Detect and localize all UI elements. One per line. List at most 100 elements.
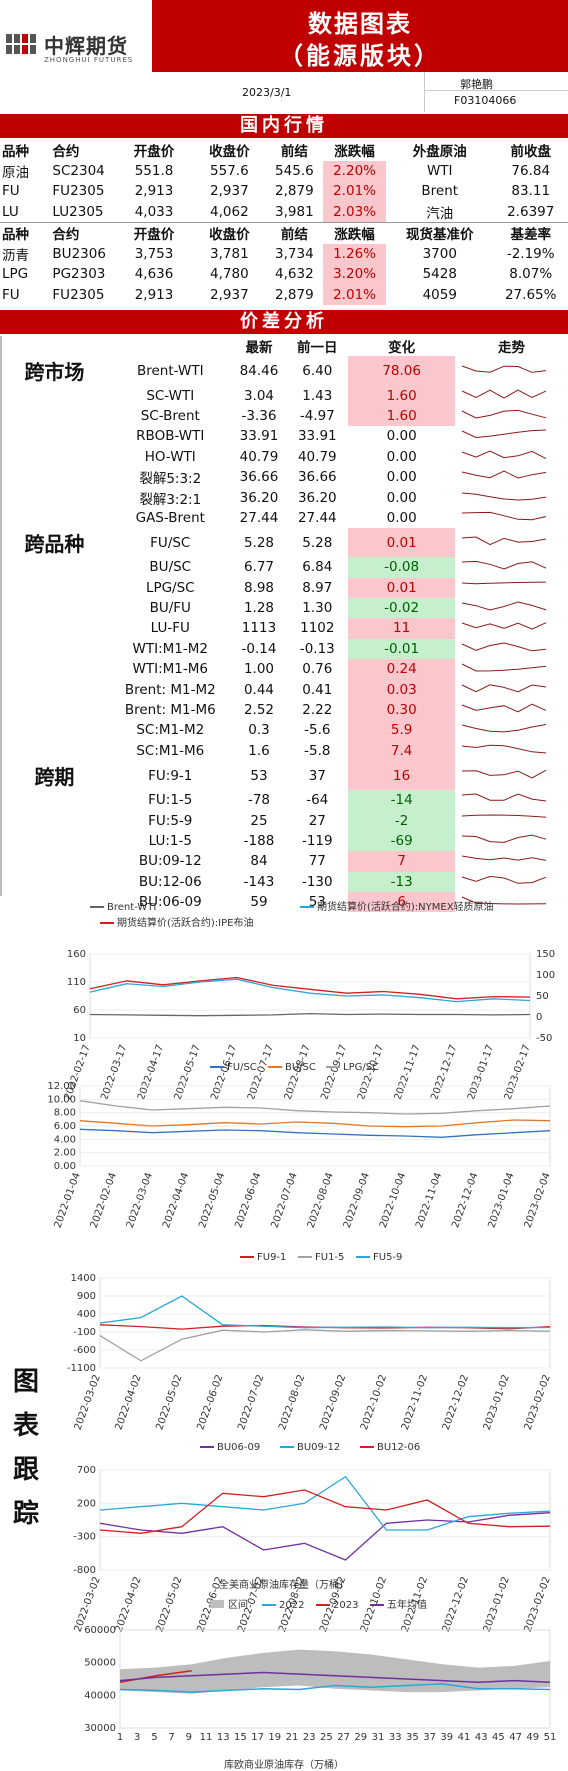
table-cell: 2.01% (323, 284, 387, 305)
table-row: Brent: M1-M6 2.52 2.22 0.30 (0, 699, 568, 721)
x-tick-label: 2022-05-04 (197, 1171, 227, 1229)
sparkline-line (461, 622, 547, 631)
x-tick-label: 2022-05-17 (173, 1043, 203, 1101)
series-line (89, 976, 531, 1000)
sparkline-chart (461, 793, 547, 802)
table-cell: 3700 (422, 245, 457, 262)
series-line (79, 1100, 551, 1115)
table-cell: 2.03% (323, 201, 387, 223)
table-cell: FU (2, 286, 20, 303)
x-tick-label: 2022-06-04 (233, 1171, 263, 1229)
tracking-label: 图 表 跟 踪 (6, 1360, 46, 1536)
table-cell: 2.01% (323, 181, 387, 202)
table-cell: 6.40 (302, 362, 333, 379)
y-tick-label: 60000 (84, 1625, 116, 1636)
x-tick-label: 2022-03-04 (125, 1171, 155, 1229)
table-row: GAS-Brent 27.44 27.44 0.00 (0, 508, 568, 528)
table-row: Brent: M1-M2 0.44 0.41 0.03 (0, 679, 568, 700)
x-tick-label: 2022-06-02 (195, 1373, 225, 1431)
table-cell: -130 (301, 873, 333, 890)
table-cell: 25 (250, 812, 268, 829)
sparkline-line (461, 536, 547, 545)
table-row: 沥青 BU2306 3,753 3,781 3,734 1.26% 3700 -2.19% (0, 243, 568, 264)
x-tick-label: 15 (234, 1732, 247, 1743)
change-value: 0.00 (386, 489, 417, 506)
table-cell: 36.66 (297, 469, 337, 486)
sparkline (455, 557, 568, 577)
sparkline-line (461, 744, 547, 754)
y-tick-label: 1400 (71, 1273, 96, 1284)
group-label: 跨期 (34, 765, 75, 790)
y-tick-label: 400 (77, 1309, 96, 1320)
sparkline-chart (461, 724, 547, 733)
x-tick-label: 2022-07-04 (270, 1171, 300, 1229)
table-row: FU:1-5 -78 -64 -14 (0, 790, 568, 811)
sparkline-line (461, 724, 547, 733)
change-value: 0.00 (386, 509, 417, 526)
x-tick-label: 2022-09-04 (342, 1171, 372, 1229)
logo-icon (6, 34, 36, 54)
group-label (0, 598, 109, 618)
x-tick-label: 2022-05-02 (154, 1373, 184, 1431)
x-tick-label: 35 (406, 1732, 419, 1743)
table-cell: 3,781 (210, 245, 249, 262)
table-cell: -0.14 (241, 640, 277, 657)
group-label (0, 447, 109, 467)
spread-name: FU:9-1 (148, 767, 193, 784)
table-row: 跨市场 Brent-WTI 84.46 6.40 78.06 (0, 356, 568, 386)
spread-name: FU:5-9 (148, 812, 193, 829)
x-tick-label: 2023-02-04 (523, 1171, 553, 1229)
table-cell: 40.79 (239, 448, 279, 465)
change-value: 7 (348, 851, 455, 872)
series-line (99, 1475, 551, 1531)
x-tick-label: 39 (440, 1732, 453, 1743)
series-line (89, 1012, 531, 1017)
change-value: -0.01 (348, 638, 455, 660)
group-label (0, 508, 109, 528)
group-label (0, 700, 109, 720)
sparkline-chart (461, 409, 547, 419)
sparkline-line (461, 581, 546, 584)
column-header: 开盘价 (115, 222, 193, 244)
sparkline (455, 356, 568, 385)
spread-name: Brent: M1-M2 (124, 681, 216, 698)
table-cell: 59 (250, 894, 268, 911)
change-value: 0.00 (386, 469, 417, 486)
table-cell: LU2305 (52, 203, 104, 220)
table-row: SC-Brent -3.36 -4.97 1.60 (0, 405, 568, 427)
table-cell: 83.11 (511, 183, 551, 200)
sparkline-chart (461, 744, 547, 754)
group-label (0, 578, 109, 598)
table-cell: 4059 (422, 286, 457, 303)
x-tick-label: 2023-01-04 (486, 1171, 516, 1229)
table-cell: 2,937 (210, 183, 249, 200)
series-line (99, 1295, 551, 1329)
author-cert: F03104066 (454, 94, 517, 107)
column-header: 前结 (265, 222, 324, 244)
table-cell: 37 (308, 767, 326, 784)
x-tick-label: 49 (526, 1732, 539, 1743)
sparkline-line (461, 834, 547, 843)
x-tick-label: 33 (389, 1732, 402, 1743)
table-cell: 0.76 (302, 661, 333, 678)
sparkline-chart (461, 642, 547, 652)
group-label (0, 810, 109, 830)
spread-name: Brent: M1-M6 (124, 702, 216, 719)
series-line (99, 1512, 551, 1561)
x-tick-label: 2023-01-17 (466, 1043, 496, 1101)
table-cell: 1.00 (243, 661, 275, 678)
y-tick-label: 900 (77, 1291, 96, 1302)
group-label (0, 487, 109, 507)
x-tick-label: 2022-04-02 (114, 1575, 144, 1633)
table-cell: LU (2, 203, 19, 220)
table-cell: 27.65% (504, 286, 557, 303)
change-value: 11 (348, 618, 455, 639)
logo-subtext: ZHONGHUI FUTURES (44, 56, 134, 64)
table-cell: -143 (243, 873, 275, 890)
y2-tick-label: 50 (536, 991, 549, 1002)
y-tick-label: 40000 (84, 1690, 116, 1701)
change-value: 16 (348, 761, 455, 791)
sparkline (455, 528, 568, 557)
x-tick-label: 2023-01-02 (482, 1373, 512, 1431)
